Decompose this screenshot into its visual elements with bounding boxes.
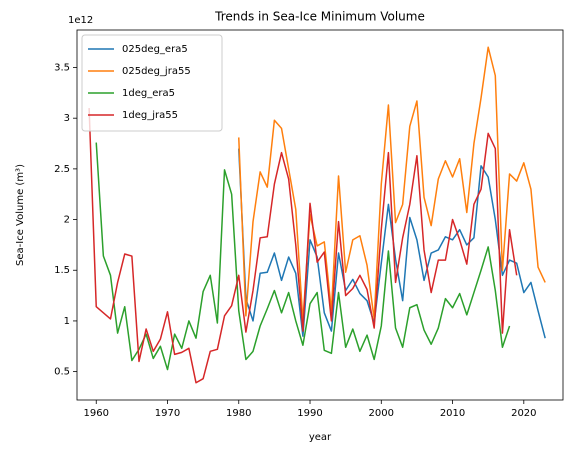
x-tick-label: 1980 [226, 408, 251, 419]
legend-label: 025deg_era5 [122, 44, 188, 55]
x-tick-label: 2020 [511, 408, 536, 419]
y-tick-label: 1.5 [54, 265, 70, 276]
series-line [88, 108, 518, 384]
x-tick-label: 1960 [84, 408, 109, 419]
y-tick-label: 3.5 [54, 63, 70, 74]
x-tick-label: 1970 [155, 408, 180, 419]
series-line [238, 46, 546, 322]
x-tick-label: 1990 [297, 408, 322, 419]
legend-label: 025deg_jra55 [122, 66, 191, 77]
y-tick-label: 2.5 [54, 164, 70, 175]
y-tick-label: 0.5 [54, 367, 70, 378]
x-tick-label: 2000 [369, 408, 394, 419]
y-axis-label: Sea-Ice Volume (m³) [15, 164, 26, 266]
y-tick-label: 1 [64, 316, 70, 327]
offset-label: 1e12 [68, 15, 93, 26]
y-tick-label: 2 [64, 215, 70, 226]
legend-label: 1deg_jra55 [122, 110, 178, 121]
legend-label: 1deg_era5 [122, 88, 175, 99]
x-tick-label: 2010 [440, 408, 465, 419]
series-line [238, 148, 546, 339]
chart-title: Trends in Sea-Ice Minimum Volume [214, 10, 425, 24]
legend-box [81, 34, 223, 132]
series-line [95, 142, 511, 371]
plot-frame [76, 29, 564, 401]
x-axis-label: year [309, 432, 332, 443]
y-tick-label: 3 [64, 113, 70, 124]
